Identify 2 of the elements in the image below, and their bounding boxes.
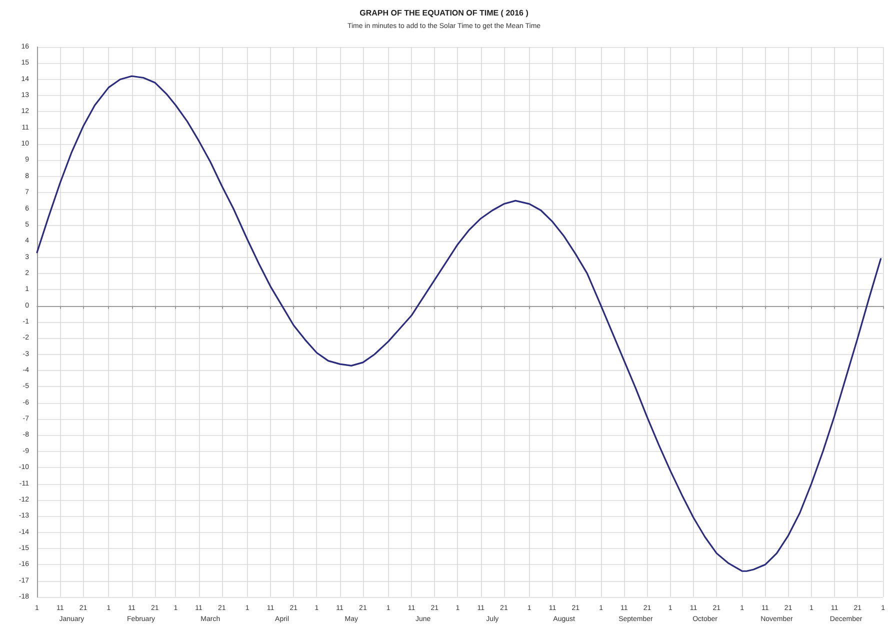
chart-title: GRAPH OF THE EQUATION OF TIME ( 2016 )	[360, 8, 529, 18]
line-series	[36, 75, 882, 572]
